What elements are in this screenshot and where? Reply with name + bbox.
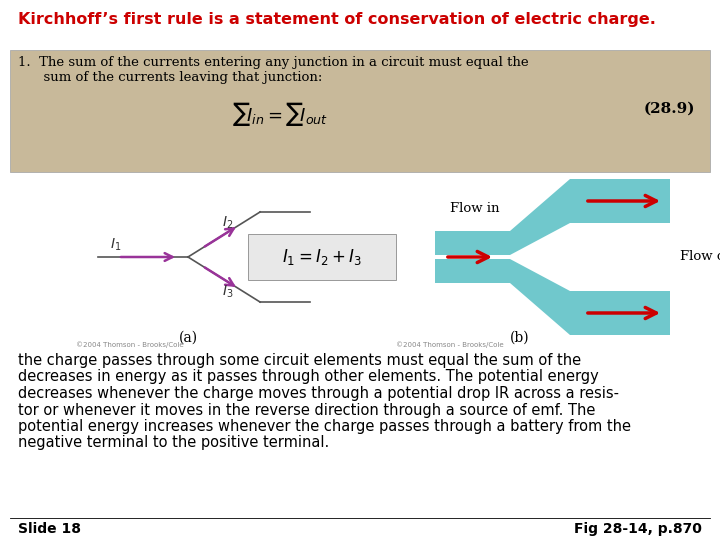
Text: $I_1 = I_2 + I_3$: $I_1 = I_2 + I_3$ <box>282 247 362 267</box>
Text: decreases in energy as it passes through other elements. The potential energy: decreases in energy as it passes through… <box>18 369 599 384</box>
Text: the charge passes through some circuit elements must equal the sum of the: the charge passes through some circuit e… <box>18 353 581 368</box>
Text: (a): (a) <box>179 331 197 345</box>
Text: ©2004 Thomson - Brooks/Cole: ©2004 Thomson - Brooks/Cole <box>76 341 184 348</box>
Text: Slide 18: Slide 18 <box>18 522 81 536</box>
Text: (28.9): (28.9) <box>644 102 695 116</box>
Polygon shape <box>435 259 670 335</box>
Text: decreases whenever the charge moves through a potential drop IR across a resis-: decreases whenever the charge moves thro… <box>18 386 619 401</box>
FancyBboxPatch shape <box>248 234 396 280</box>
Text: Kirchhoff’s first rule is a statement of conservation of electric charge.: Kirchhoff’s first rule is a statement of… <box>18 12 656 27</box>
Text: $I_1$: $I_1$ <box>110 237 122 253</box>
Polygon shape <box>435 179 670 255</box>
Text: 1.  The sum of the currents entering any junction in a circuit must equal the: 1. The sum of the currents entering any … <box>18 56 528 69</box>
Text: $\sum\!I_{in} = \sum\!I_{out}$: $\sum\!I_{in} = \sum\!I_{out}$ <box>232 100 328 128</box>
Text: potential energy increases whenever the charge passes through a battery from the: potential energy increases whenever the … <box>18 419 631 434</box>
Text: Flow in: Flow in <box>450 202 500 215</box>
Text: sum of the currents leaving that junction:: sum of the currents leaving that junctio… <box>18 71 323 84</box>
Text: tor or whenever it moves in the reverse direction through a source of emf. The: tor or whenever it moves in the reverse … <box>18 402 595 417</box>
FancyBboxPatch shape <box>10 177 710 345</box>
Text: ©2004 Thomson - Brooks/Cole: ©2004 Thomson - Brooks/Cole <box>396 341 504 348</box>
Text: $I_3$: $I_3$ <box>222 284 234 300</box>
Text: (b): (b) <box>510 331 530 345</box>
Text: negative terminal to the positive terminal.: negative terminal to the positive termin… <box>18 435 329 450</box>
Text: Flow out: Flow out <box>680 251 720 264</box>
Text: $I_2$: $I_2$ <box>222 214 233 231</box>
FancyBboxPatch shape <box>10 50 710 172</box>
Text: Fig 28-14, p.870: Fig 28-14, p.870 <box>574 522 702 536</box>
